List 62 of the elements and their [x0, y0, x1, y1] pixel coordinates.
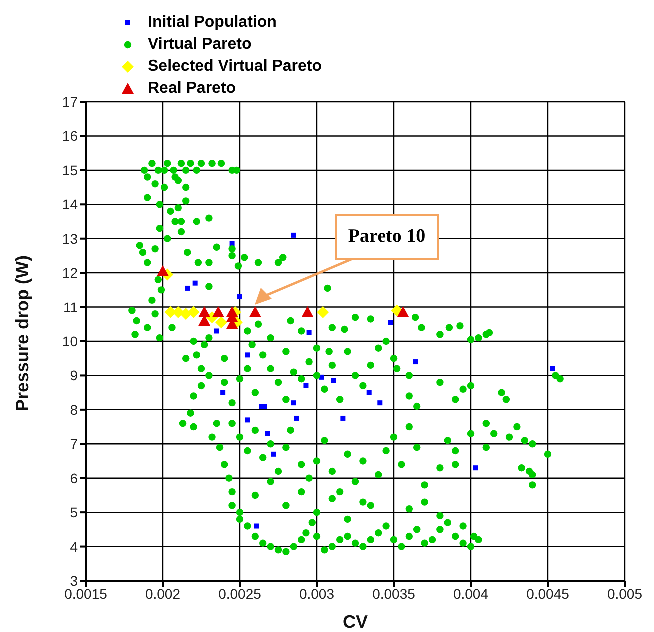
point	[378, 400, 383, 406]
y-tick-label: 6	[70, 470, 78, 486]
point	[304, 383, 309, 388]
point	[180, 308, 192, 320]
legend-label: Selected Virtual Pareto	[148, 57, 322, 77]
point	[294, 416, 300, 421]
annotation: Pareto 10	[335, 214, 439, 260]
y-tick-label: 13	[62, 230, 78, 247]
point	[212, 306, 224, 318]
point	[413, 360, 418, 365]
point	[245, 352, 250, 358]
point	[216, 316, 228, 329]
point	[391, 304, 404, 317]
point	[157, 265, 169, 276]
legend-label: Virtual Pareto	[148, 35, 252, 55]
y-tick-label: 16	[62, 128, 78, 144]
point	[198, 306, 211, 318]
point	[340, 416, 346, 421]
point	[388, 320, 394, 326]
point	[306, 330, 312, 336]
x-tick-label: 0.0025	[218, 586, 262, 602]
point	[473, 466, 478, 471]
x-axis-title: CV	[342, 612, 368, 632]
point	[265, 431, 270, 436]
x-tick-label: 0.003	[299, 586, 335, 602]
point	[245, 418, 250, 423]
y-tick-label: 10	[62, 333, 78, 350]
point	[214, 328, 220, 334]
y-tick-label: 17	[62, 94, 78, 110]
legend-label: Initial Population	[148, 13, 277, 33]
point	[397, 306, 410, 318]
y-tick-label: 15	[62, 162, 78, 178]
y-tick-label: 5	[70, 504, 78, 521]
point	[550, 366, 556, 372]
x-tick-label: 0.005	[607, 586, 643, 602]
point	[331, 378, 336, 384]
y-tick-label: 7	[70, 436, 78, 452]
point	[291, 232, 296, 238]
x-tick-label: 0.004	[453, 586, 489, 602]
point	[188, 306, 200, 318]
point	[254, 524, 260, 529]
point	[192, 280, 198, 286]
y-tick-label: 14	[62, 196, 78, 213]
y-tick-label: 4	[70, 538, 78, 555]
point	[366, 390, 372, 396]
point	[302, 306, 314, 318]
y-axis-title: Pressure drop (W)	[12, 255, 32, 412]
y-tick-label: 11	[63, 299, 78, 316]
point	[249, 306, 262, 318]
y-tick-label: 9	[70, 368, 78, 384]
point	[238, 294, 242, 300]
point	[185, 286, 190, 291]
point	[220, 390, 226, 396]
point	[291, 400, 296, 406]
x-tick-label: 0.0045	[526, 586, 570, 602]
legend-label: Real Pareto	[148, 79, 236, 99]
x-tick-label: 0.002	[145, 586, 181, 602]
point	[271, 452, 276, 457]
point	[317, 306, 330, 318]
y-tick-label: 8	[70, 402, 78, 418]
x-tick-label: 0.0035	[372, 586, 416, 602]
y-tick-label: 12	[62, 265, 78, 282]
